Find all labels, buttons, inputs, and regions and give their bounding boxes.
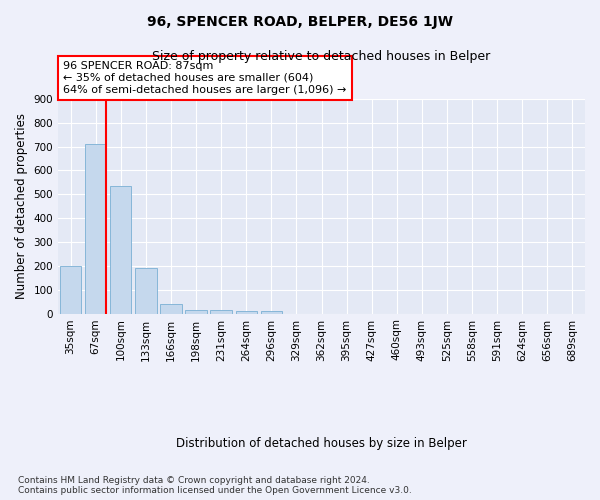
Bar xyxy=(236,310,257,314)
Bar xyxy=(110,186,131,314)
Bar xyxy=(60,266,81,314)
Bar xyxy=(85,144,106,314)
Y-axis label: Number of detached properties: Number of detached properties xyxy=(15,114,28,300)
X-axis label: Distribution of detached houses by size in Belper: Distribution of detached houses by size … xyxy=(176,437,467,450)
Bar xyxy=(160,304,182,314)
Bar xyxy=(135,268,157,314)
Bar xyxy=(260,311,282,314)
Title: Size of property relative to detached houses in Belper: Size of property relative to detached ho… xyxy=(152,50,491,63)
Text: 96, SPENCER ROAD, BELPER, DE56 1JW: 96, SPENCER ROAD, BELPER, DE56 1JW xyxy=(147,15,453,29)
Text: 96 SPENCER ROAD: 87sqm
← 35% of detached houses are smaller (604)
64% of semi-de: 96 SPENCER ROAD: 87sqm ← 35% of detached… xyxy=(64,62,347,94)
Bar xyxy=(185,310,207,314)
Text: Contains HM Land Registry data © Crown copyright and database right 2024.
Contai: Contains HM Land Registry data © Crown c… xyxy=(18,476,412,495)
Bar xyxy=(211,310,232,314)
